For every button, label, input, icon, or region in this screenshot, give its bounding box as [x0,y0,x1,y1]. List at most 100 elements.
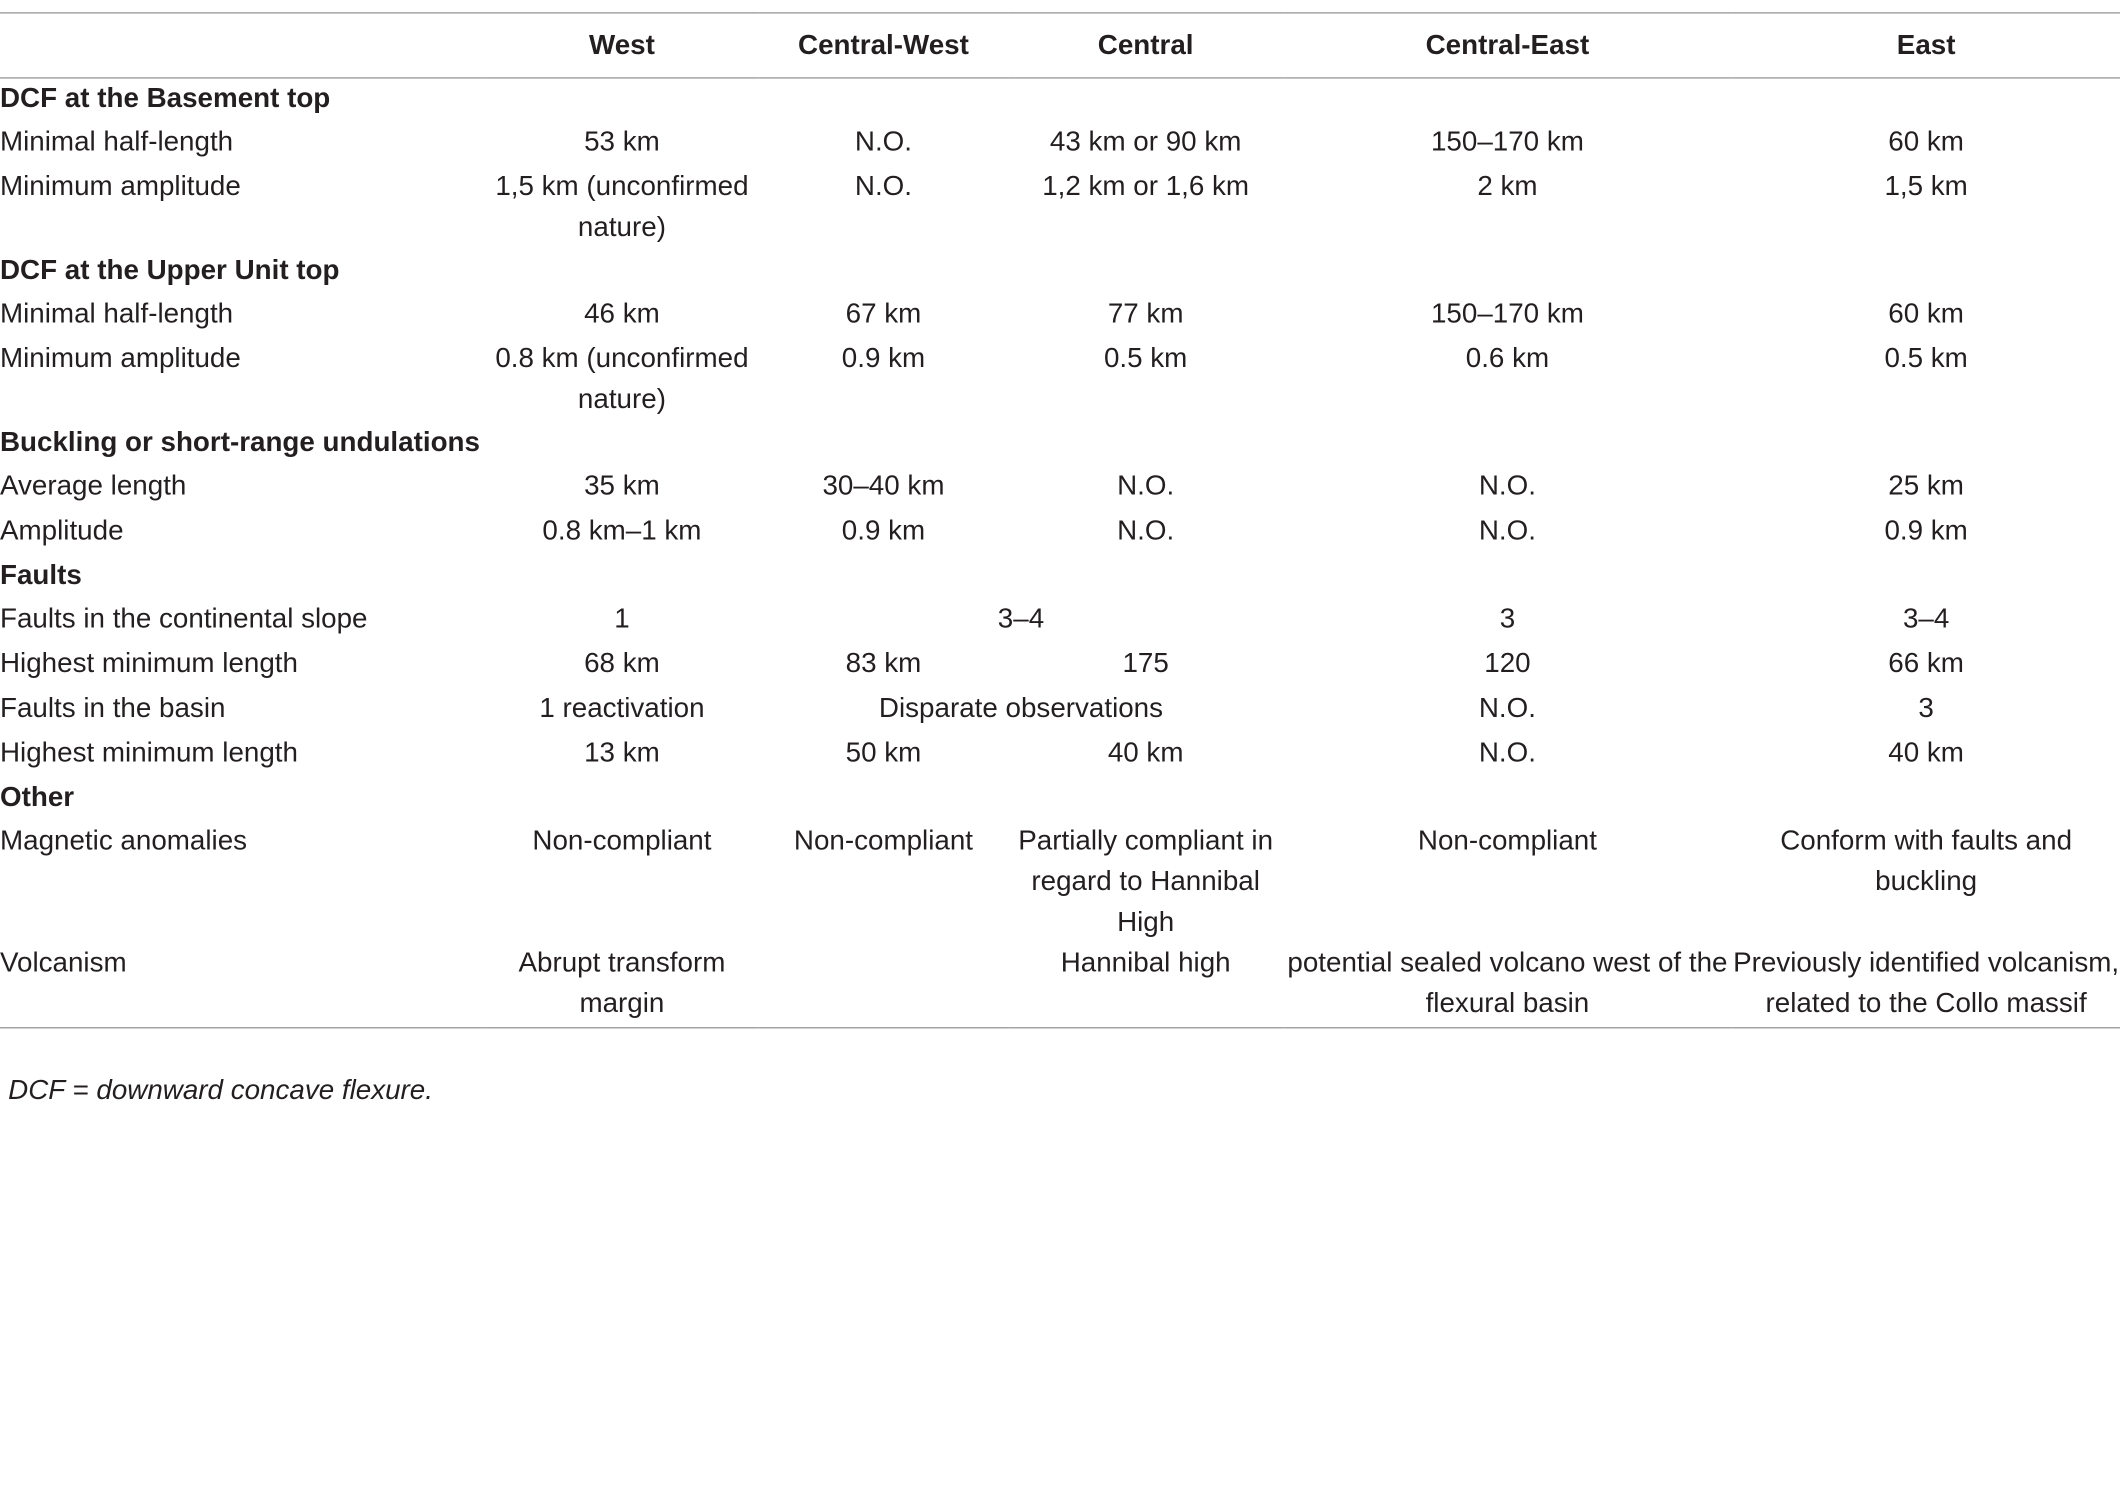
section-row: Buckling or short-range undulations [0,423,2120,466]
cell-central-west [758,943,1009,1029]
header-row: West Central-West Central Central-East E… [0,12,2120,79]
cell-east: 60 km [1888,126,1964,158]
cell-central-west: N.O. [854,170,913,202]
cell-east: 0.5 km [1884,342,1968,374]
cell-central-west: Non-compliant [793,825,973,857]
cell-central-west: 30–40 km [822,470,945,502]
table-row: Minimum amplitude 0.8 km (unconfirmed na… [0,339,2120,423]
row-label: Faults in the basin [0,692,226,724]
cell-east: Conform with faults and buckling [1780,825,2073,898]
table-row: Faults in the continental slope 1 3–4 3 … [0,599,2120,644]
cell-west: 68 km [584,647,660,679]
cell-central: Partially compliant in regard to Hanniba… [1018,825,1274,938]
row-label: Highest minimum length [0,647,298,679]
cell-west: 0.8 km (unconfirmed nature) [495,342,749,415]
table-row: Minimal half-length 53 km N.O. 43 km or … [0,122,2120,167]
cell-central-east: N.O. [1478,692,1536,724]
section-title: Other [0,781,75,813]
cell-west: 1 [614,602,630,635]
cell-central-west: 83 km [845,647,922,679]
cell-east: 40 km [1888,737,1964,769]
cell-central: 0.5 km [1103,342,1188,374]
row-label: Faults in the continental slope [0,602,368,635]
cell-west: Non-compliant [532,825,712,857]
cell-west: 0.8 km–1 km [542,514,702,547]
section-row: Other [0,778,2120,821]
header-central-west: Central-West [758,12,1009,79]
cell-central-west-to-central: Disparate observations [878,692,1164,724]
cell-east: 66 km [1888,647,1964,679]
header-central-east: Central-East [1283,12,1732,79]
cell-central: Hannibal high [1008,943,1284,1029]
table-row: Volcanism Abrupt transform margin Hannib… [0,943,2120,1029]
row-label: Average length [0,470,187,502]
row-label: Minimum amplitude [0,170,241,202]
cell-central-east: N.O. [1478,470,1536,502]
cell-west: 53 km [584,126,660,158]
cell-central-east: N.O. [1478,737,1536,769]
cell-central-east: N.O. [1478,514,1536,547]
cell-central-east: 3 [1499,602,1516,635]
cell-central: 175 [1122,647,1169,679]
cell-central-west: 67 km [845,298,922,330]
section-title: Faults [0,559,82,591]
section-row: DCF at the Basement top [0,78,2120,122]
cell-central: 77 km [1107,298,1184,330]
cell-east: 60 km [1888,298,1964,330]
row-label: Highest minimum length [0,737,298,769]
cell-central-east: 2 km [1477,170,1538,202]
cell-central-east: Non-compliant [1417,825,1597,857]
cell-central-east: 150–170 km [1430,126,1584,158]
cell-west: 46 km [584,298,660,330]
cell-central-west: 50 km [845,737,922,769]
cell-east: 25 km [1888,470,1964,502]
table-row: Average length 35 km 30–40 km N.O. N.O. … [0,466,2120,511]
header-central: Central [1008,12,1284,79]
cell-west: Abrupt transform margin [485,943,759,1029]
cell-west: 13 km [584,737,660,769]
cell-central-west: 0.9 km [841,514,926,547]
table-row: Magnetic anomalies Non-compliant Non-com… [0,821,2120,943]
table-row: Faults in the basin 1 reactivation Dispa… [0,688,2120,733]
cell-central-west-to-central: 3–4 [997,602,1045,635]
cell-central: 1,2 km or 1,6 km [1042,170,1250,202]
table-row: Minimal half-length 46 km 67 km 77 km 15… [0,294,2120,339]
cell-central-east: 0.6 km [1465,342,1550,374]
header-blank [0,12,486,79]
table-row: Minimum amplitude 1,5 km (unconfirmed na… [0,167,2120,251]
cell-central-east: 150–170 km [1430,298,1584,330]
cell-central: 40 km [1107,737,1184,769]
row-label: Minimum amplitude [0,342,241,374]
cell-central: N.O. [1117,470,1175,502]
cell-central-east: potential sealed volcano west of the fle… [1283,943,1732,1029]
table-footnote: DCF = downward concave flexure. [8,1074,433,1106]
cell-central: 43 km or 90 km [1049,126,1242,158]
cell-east: 0.9 km [1884,514,1968,547]
cell-west: 1,5 km (unconfirmed nature) [495,170,749,243]
cell-west: 35 km [584,470,660,502]
cell-east: 3 [1918,692,1934,724]
cell-central-east: 120 [1484,647,1531,679]
cell-central-west: 0.9 km [841,342,926,374]
row-label: Minimal half-length [0,298,234,330]
section-title: Buckling or short-range undulations [0,426,480,458]
cell-east: 1,5 km [1884,170,1968,202]
section-row: DCF at the Upper Unit top [0,251,2120,294]
header-east: East [1731,12,2120,79]
table-row: Amplitude 0.8 km–1 km 0.9 km N.O. N.O. 0… [0,511,2120,556]
section-row: Faults [0,556,2120,599]
row-label: Magnetic anomalies [0,825,248,857]
row-label: Amplitude [0,514,124,547]
cell-west: 1 reactivation [539,692,705,724]
section-title: DCF at the Upper Unit top [0,254,340,286]
row-label: Minimal half-length [0,126,234,158]
section-title: DCF at the Basement top [0,82,331,114]
table-row: Highest minimum length 13 km 50 km 40 km… [0,733,2120,778]
table-row: Highest minimum length 68 km 83 km 175 1… [0,644,2120,689]
cell-east: Previously identified volcanism, related… [1731,943,2120,1029]
comparison-table: West Central-West Central Central-East E… [0,12,2120,1029]
cell-central-west: N.O. [854,126,913,158]
header-west: West [485,12,759,79]
cell-central: N.O. [1117,514,1175,547]
